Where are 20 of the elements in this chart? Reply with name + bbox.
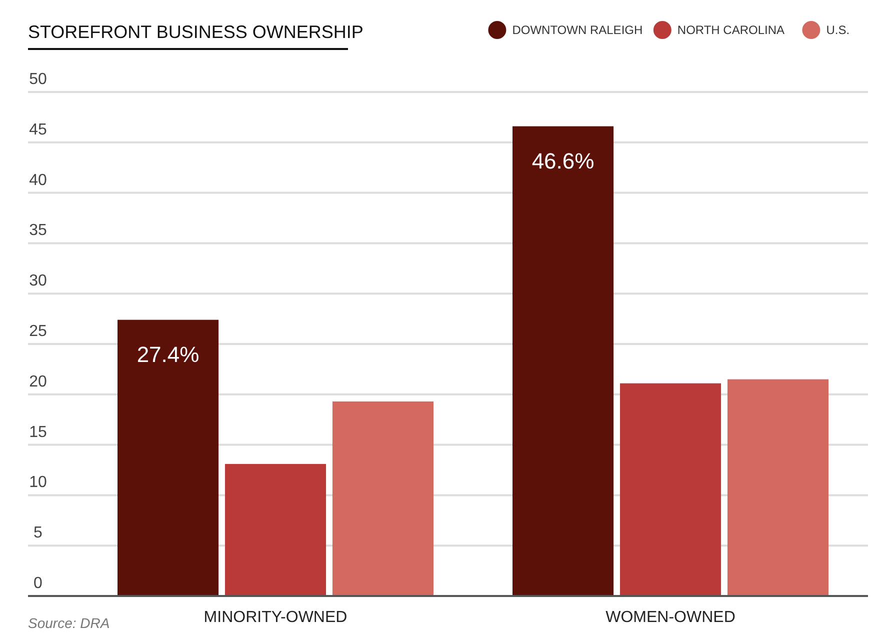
- y-tick-label: 45: [29, 121, 47, 138]
- chart-title: STOREFRONT BUSINESS OWNERSHIP: [28, 22, 364, 42]
- y-tick-label: 40: [29, 172, 47, 189]
- source-note: Source: DRA: [28, 615, 110, 631]
- y-tick-label: 15: [29, 424, 47, 441]
- y-tick-label: 0: [34, 575, 43, 592]
- y-tick-label: 35: [29, 222, 47, 240]
- legend-label: DOWNTOWN RALEIGH: [512, 23, 643, 37]
- y-tick-label: 10: [29, 474, 47, 492]
- y-tick-label: 25: [29, 323, 47, 340]
- legend-label: U.S.: [826, 23, 850, 37]
- y-tick-label: 20: [29, 373, 47, 390]
- x-tick-label: MINORITY-OWNED: [204, 609, 348, 626]
- x-tick-label: WOMEN-OWNED: [606, 609, 736, 626]
- data-label: 27.4%: [136, 342, 200, 367]
- y-tick-label: 50: [29, 71, 47, 88]
- data-label: 46.6%: [532, 148, 594, 174]
- y-tick-label: 5: [34, 524, 43, 542]
- y-tick-label: 30: [29, 272, 47, 290]
- legend-label: NORTH CAROLINA: [677, 23, 785, 37]
